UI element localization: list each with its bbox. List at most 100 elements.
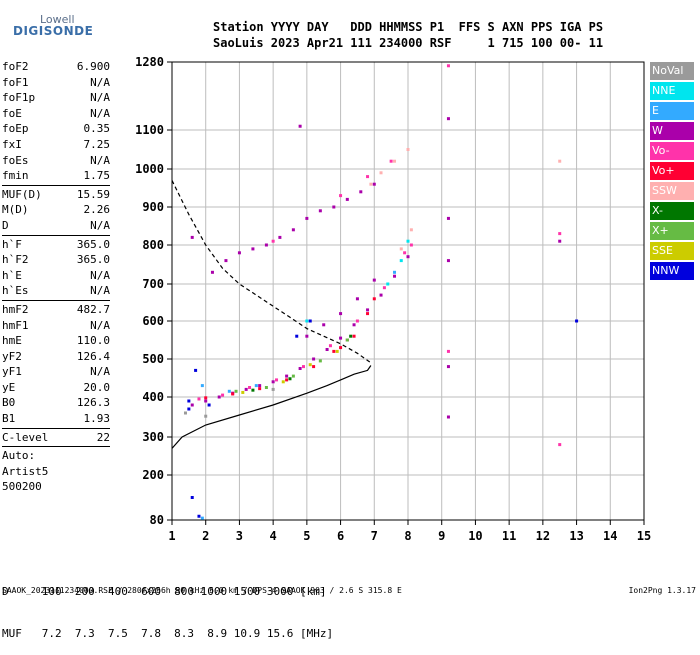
data-point-w xyxy=(305,216,309,220)
param-row-md: M(D) 2.26 xyxy=(2,202,110,218)
x-tick-label: 1 xyxy=(168,529,175,543)
data-point-vo xyxy=(446,349,450,353)
data-point-w xyxy=(332,205,336,209)
data-point-w xyxy=(318,209,322,213)
param-name: hmE xyxy=(2,334,22,348)
legend-item-w: W xyxy=(650,122,694,140)
param-row-mufd: MUF(D) 15.59 xyxy=(2,187,110,203)
data-point-vo xyxy=(366,312,370,316)
param-name: foF1 xyxy=(2,75,29,89)
param-value: 15.59 xyxy=(76,187,110,201)
param-row-hes: h`Es N/A xyxy=(2,283,110,299)
param-value: N/A xyxy=(90,318,110,332)
x-tick-label: 12 xyxy=(536,529,550,543)
polarization-legend: NoVal NNE E W Vo- Vo+ SSW X- X+ SSE NNW xyxy=(650,62,694,282)
param-value: 110.0 xyxy=(76,334,110,348)
data-point-vo xyxy=(366,175,370,179)
param-row-yf2: yF2 126.4 xyxy=(2,349,110,365)
data-point-w xyxy=(298,124,302,128)
data-point-vo xyxy=(221,393,225,397)
data-point-nne xyxy=(386,282,390,286)
data-point-vo xyxy=(409,243,413,247)
param-name: B1 xyxy=(2,412,16,426)
param-name: hmF1 xyxy=(2,318,29,332)
param-value: 2.26 xyxy=(83,203,111,217)
data-point-nnw xyxy=(575,319,579,323)
y-tick-label: 300 xyxy=(142,430,164,444)
y-tick-label: 200 xyxy=(142,468,164,482)
param-row-b1: B1 1.93 xyxy=(2,411,110,427)
data-point-vo xyxy=(339,346,343,350)
x-tick-label: 11 xyxy=(502,529,516,543)
data-point-w xyxy=(446,365,450,369)
data-point-ssw xyxy=(393,159,397,163)
param-name: fxI xyxy=(2,137,22,151)
param-row-ye: yE 20.0 xyxy=(2,380,110,396)
header-line-2: SaoLuis 2023 Apr21 111 234000 RSF 1 715 … xyxy=(213,36,604,50)
param-row-yf1: yF1 N/A xyxy=(2,364,110,380)
data-point-sse xyxy=(308,363,312,367)
muf-table-distance-row: D 100 200 400 600 800 1000 1500 3000 [km… xyxy=(2,585,327,598)
data-point-w xyxy=(339,336,343,340)
y-tick-label: 1000 xyxy=(135,162,164,176)
data-point-ssw xyxy=(406,148,410,151)
data-point-x xyxy=(345,338,349,342)
param-value: N/A xyxy=(90,153,110,167)
data-point-w xyxy=(271,380,275,384)
data-point-nnw xyxy=(308,319,312,323)
data-point-vo xyxy=(332,349,336,353)
x-tick-label: 9 xyxy=(438,529,445,543)
muf-table-muf-row: MUF 7.2 7.3 7.5 7.8 8.3 8.9 10.9 15.6 [M… xyxy=(2,627,334,640)
data-point-ssw xyxy=(399,247,403,251)
param-value: 0.35 xyxy=(83,122,111,136)
data-point-nnw xyxy=(190,496,194,499)
data-point-w xyxy=(244,387,248,391)
param-name: yF2 xyxy=(2,349,22,363)
data-point-w xyxy=(446,117,450,121)
x-tick-label: 10 xyxy=(468,529,482,543)
data-point-w xyxy=(224,259,228,263)
data-point-w xyxy=(298,367,302,370)
data-point-nne xyxy=(399,259,403,263)
electron-density-profile-curve xyxy=(171,365,372,449)
data-point-vo xyxy=(301,365,305,369)
param-row-foes: foEs N/A xyxy=(2,153,110,169)
data-point-x xyxy=(264,386,268,389)
parameter-panel: foF2 6.900 foF1 N/A foF1p N/A foE N/A foEp 0.35 fx… xyxy=(2,59,110,495)
param-name: foF2 xyxy=(2,60,29,73)
ionogram-plot: 1 2 3 4 5 6 7 8 9 10 11 12 13 14 158020030040050060070… xyxy=(135,55,651,543)
data-point-vo xyxy=(197,397,201,401)
data-point-e xyxy=(254,384,258,388)
data-point-w xyxy=(379,293,383,297)
x-tick-label: 5 xyxy=(303,529,310,543)
legend-item-vo: Vo- xyxy=(650,142,694,160)
param-row-hme: hmE 110.0 xyxy=(2,333,110,349)
x-tick-label: 3 xyxy=(236,529,243,543)
data-point-w xyxy=(217,395,221,399)
param-name: foF1p xyxy=(2,91,36,105)
param-value: 1.93 xyxy=(83,412,111,426)
data-point-vo xyxy=(328,344,332,348)
data-point-x xyxy=(291,374,295,378)
data-point-vo xyxy=(231,392,235,396)
data-point-w xyxy=(359,190,363,194)
param-row-hmf1: hmF1 N/A xyxy=(2,318,110,334)
param-name: yF1 xyxy=(2,365,22,379)
data-point-vo xyxy=(352,334,356,338)
footer-info: SAAOK_2023111234000.RSF / 280fx256h 50 k… xyxy=(2,586,402,595)
param-name: M(D) xyxy=(2,203,29,217)
param-row-fof2: foF2 6.900 xyxy=(2,59,110,75)
data-point-w xyxy=(322,323,326,327)
param-row-hf2: h`F2 365.0 xyxy=(2,252,110,268)
param-value: 482.7 xyxy=(76,302,110,316)
data-point-vo xyxy=(271,239,275,243)
data-point-vo xyxy=(339,194,343,198)
data-point-ssw xyxy=(558,159,562,163)
x-tick-label: 8 xyxy=(404,529,411,543)
data-point-ssw xyxy=(379,171,383,175)
param-value: N/A xyxy=(90,218,110,232)
param-name: C-level xyxy=(2,430,49,444)
param-name: h`F2 xyxy=(2,253,29,267)
x-tick-label: 4 xyxy=(270,529,277,543)
param-row-hf: h`F 365.0 xyxy=(2,237,110,253)
